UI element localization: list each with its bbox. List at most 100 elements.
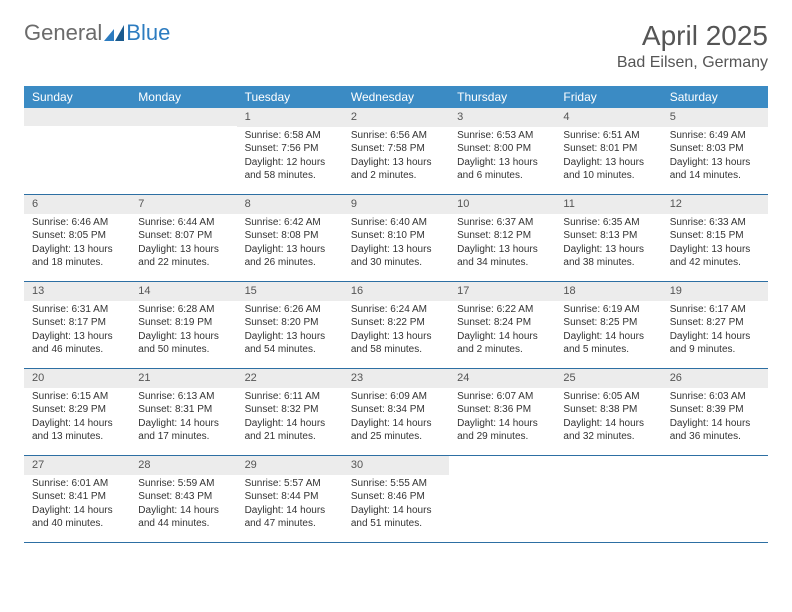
day-cell	[555, 456, 661, 542]
day-cell	[130, 108, 236, 194]
sunset-text: Sunset: 8:27 PM	[670, 316, 760, 330]
sunset-text: Sunset: 7:56 PM	[245, 142, 335, 156]
day-cell: 12Sunrise: 6:33 AMSunset: 8:15 PMDayligh…	[662, 195, 768, 281]
weekday-cell: Tuesday	[237, 86, 343, 108]
sunrise-text: Sunrise: 6:24 AM	[351, 303, 441, 317]
daylight-line1: Daylight: 14 hours	[351, 417, 441, 431]
day-number: 21	[130, 369, 236, 388]
sunset-text: Sunset: 8:07 PM	[138, 229, 228, 243]
sunrise-text: Sunrise: 6:07 AM	[457, 390, 547, 404]
day-cell	[662, 456, 768, 542]
sunset-text: Sunset: 8:25 PM	[563, 316, 653, 330]
day-content: Sunrise: 6:15 AMSunset: 8:29 PMDaylight:…	[24, 388, 130, 450]
day-cell: 22Sunrise: 6:11 AMSunset: 8:32 PMDayligh…	[237, 369, 343, 455]
sunrise-text: Sunrise: 6:31 AM	[32, 303, 122, 317]
sunrise-text: Sunrise: 6:28 AM	[138, 303, 228, 317]
weeks-container: 1Sunrise: 6:58 AMSunset: 7:56 PMDaylight…	[24, 108, 768, 543]
day-cell: 21Sunrise: 6:13 AMSunset: 8:31 PMDayligh…	[130, 369, 236, 455]
day-cell: 11Sunrise: 6:35 AMSunset: 8:13 PMDayligh…	[555, 195, 661, 281]
day-content: Sunrise: 6:51 AMSunset: 8:01 PMDaylight:…	[555, 127, 661, 189]
day-cell: 8Sunrise: 6:42 AMSunset: 8:08 PMDaylight…	[237, 195, 343, 281]
daylight-line2: and 46 minutes.	[32, 343, 122, 357]
daylight-line2: and 50 minutes.	[138, 343, 228, 357]
sunrise-text: Sunrise: 6:13 AM	[138, 390, 228, 404]
daylight-line2: and 14 minutes.	[670, 169, 760, 183]
sunset-text: Sunset: 8:10 PM	[351, 229, 441, 243]
daylight-line2: and 40 minutes.	[32, 517, 122, 531]
weekday-cell: Sunday	[24, 86, 130, 108]
sunrise-text: Sunrise: 6:03 AM	[670, 390, 760, 404]
daylight-line1: Daylight: 12 hours	[245, 156, 335, 170]
day-cell: 4Sunrise: 6:51 AMSunset: 8:01 PMDaylight…	[555, 108, 661, 194]
day-number: 9	[343, 195, 449, 214]
daylight-line2: and 30 minutes.	[351, 256, 441, 270]
sunrise-text: Sunrise: 6:15 AM	[32, 390, 122, 404]
logo-sail-icon	[104, 25, 124, 41]
day-number: 3	[449, 108, 555, 127]
daylight-line1: Daylight: 13 hours	[138, 330, 228, 344]
day-number: 24	[449, 369, 555, 388]
sunrise-text: Sunrise: 5:55 AM	[351, 477, 441, 491]
logo-text-general: General	[24, 20, 102, 46]
daylight-line2: and 2 minutes.	[457, 343, 547, 357]
sunset-text: Sunset: 8:00 PM	[457, 142, 547, 156]
logo-text-blue: Blue	[126, 20, 170, 46]
sunrise-text: Sunrise: 6:05 AM	[563, 390, 653, 404]
sunset-text: Sunset: 8:36 PM	[457, 403, 547, 417]
daylight-line2: and 38 minutes.	[563, 256, 653, 270]
day-number: 28	[130, 456, 236, 475]
sunrise-text: Sunrise: 6:53 AM	[457, 129, 547, 143]
day-content: Sunrise: 6:24 AMSunset: 8:22 PMDaylight:…	[343, 301, 449, 363]
daylight-line1: Daylight: 13 hours	[670, 243, 760, 257]
day-cell: 6Sunrise: 6:46 AMSunset: 8:05 PMDaylight…	[24, 195, 130, 281]
day-content: Sunrise: 6:09 AMSunset: 8:34 PMDaylight:…	[343, 388, 449, 450]
daylight-line2: and 42 minutes.	[670, 256, 760, 270]
sunset-text: Sunset: 8:31 PM	[138, 403, 228, 417]
sunset-text: Sunset: 8:12 PM	[457, 229, 547, 243]
daylight-line1: Daylight: 13 hours	[32, 243, 122, 257]
day-number: 13	[24, 282, 130, 301]
sunrise-text: Sunrise: 6:11 AM	[245, 390, 335, 404]
daylight-line2: and 9 minutes.	[670, 343, 760, 357]
sunset-text: Sunset: 8:01 PM	[563, 142, 653, 156]
daylight-line1: Daylight: 14 hours	[457, 417, 547, 431]
sunset-text: Sunset: 8:17 PM	[32, 316, 122, 330]
sunrise-text: Sunrise: 6:51 AM	[563, 129, 653, 143]
sunset-text: Sunset: 8:22 PM	[351, 316, 441, 330]
sunrise-text: Sunrise: 6:19 AM	[563, 303, 653, 317]
day-content: Sunrise: 6:42 AMSunset: 8:08 PMDaylight:…	[237, 214, 343, 276]
day-number: 14	[130, 282, 236, 301]
sunset-text: Sunset: 8:41 PM	[32, 490, 122, 504]
day-content: Sunrise: 5:59 AMSunset: 8:43 PMDaylight:…	[130, 475, 236, 537]
day-cell: 27Sunrise: 6:01 AMSunset: 8:41 PMDayligh…	[24, 456, 130, 542]
day-number: 5	[662, 108, 768, 127]
day-number: 2	[343, 108, 449, 127]
sunrise-text: Sunrise: 6:49 AM	[670, 129, 760, 143]
day-cell: 15Sunrise: 6:26 AMSunset: 8:20 PMDayligh…	[237, 282, 343, 368]
sunrise-text: Sunrise: 6:46 AM	[32, 216, 122, 230]
week-row: 27Sunrise: 6:01 AMSunset: 8:41 PMDayligh…	[24, 456, 768, 543]
daylight-line1: Daylight: 14 hours	[32, 504, 122, 518]
weekday-cell: Wednesday	[343, 86, 449, 108]
daylight-line1: Daylight: 13 hours	[563, 243, 653, 257]
day-content: Sunrise: 6:49 AMSunset: 8:03 PMDaylight:…	[662, 127, 768, 189]
day-number: 26	[662, 369, 768, 388]
day-number: 15	[237, 282, 343, 301]
daylight-line2: and 44 minutes.	[138, 517, 228, 531]
day-content: Sunrise: 6:07 AMSunset: 8:36 PMDaylight:…	[449, 388, 555, 450]
weekday-cell: Friday	[555, 86, 661, 108]
day-cell: 2Sunrise: 6:56 AMSunset: 7:58 PMDaylight…	[343, 108, 449, 194]
daylight-line1: Daylight: 13 hours	[245, 243, 335, 257]
daylight-line2: and 25 minutes.	[351, 430, 441, 444]
day-cell: 26Sunrise: 6:03 AMSunset: 8:39 PMDayligh…	[662, 369, 768, 455]
daylight-line2: and 17 minutes.	[138, 430, 228, 444]
sunset-text: Sunset: 8:19 PM	[138, 316, 228, 330]
day-number: 11	[555, 195, 661, 214]
sunset-text: Sunset: 8:46 PM	[351, 490, 441, 504]
daylight-line2: and 26 minutes.	[245, 256, 335, 270]
day-cell: 13Sunrise: 6:31 AMSunset: 8:17 PMDayligh…	[24, 282, 130, 368]
daylight-line2: and 51 minutes.	[351, 517, 441, 531]
daylight-line2: and 58 minutes.	[245, 169, 335, 183]
daylight-line1: Daylight: 14 hours	[563, 417, 653, 431]
day-content: Sunrise: 6:17 AMSunset: 8:27 PMDaylight:…	[662, 301, 768, 363]
